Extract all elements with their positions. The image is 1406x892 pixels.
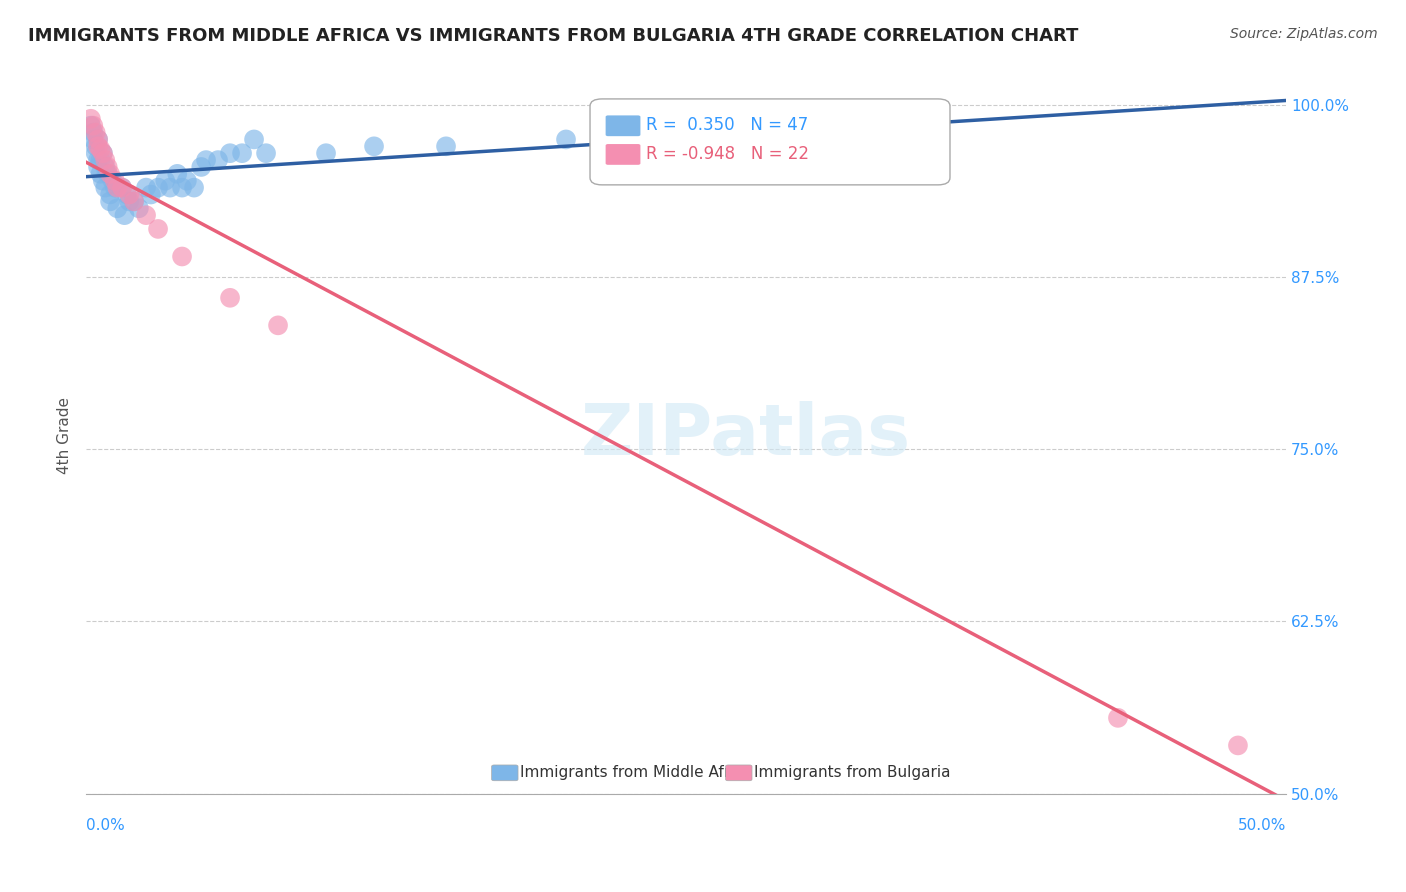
- Point: [118, 187, 141, 202]
- Point: [80, 119, 103, 133]
- Point: [315, 146, 337, 161]
- Text: Immigrants from Middle Africa: Immigrants from Middle Africa: [520, 765, 752, 780]
- Point: [82, 119, 104, 133]
- Point: [94, 153, 117, 167]
- Point: [243, 132, 266, 146]
- Point: [128, 201, 150, 215]
- Point: [135, 180, 157, 194]
- Point: [87, 139, 110, 153]
- FancyBboxPatch shape: [725, 765, 752, 780]
- FancyBboxPatch shape: [606, 115, 640, 136]
- Point: [555, 132, 578, 146]
- Y-axis label: 4th Grade: 4th Grade: [58, 397, 72, 474]
- Point: [82, 126, 104, 140]
- Point: [183, 180, 205, 194]
- Point: [146, 180, 169, 194]
- Point: [434, 139, 457, 153]
- Point: [87, 153, 110, 167]
- Text: R = -0.948   N = 22: R = -0.948 N = 22: [647, 145, 810, 163]
- Point: [101, 174, 124, 188]
- Text: 0.0%: 0.0%: [86, 819, 125, 833]
- Point: [104, 180, 127, 194]
- Point: [84, 126, 107, 140]
- Text: Immigrants from Bulgaria: Immigrants from Bulgaria: [755, 765, 950, 780]
- Point: [122, 194, 145, 209]
- Point: [111, 180, 134, 194]
- Point: [105, 201, 128, 215]
- Point: [89, 153, 111, 167]
- Point: [146, 222, 169, 236]
- Point: [231, 146, 253, 161]
- Point: [254, 146, 277, 161]
- Text: ZIPatlas: ZIPatlas: [581, 401, 911, 470]
- Point: [84, 146, 107, 161]
- Point: [1107, 711, 1129, 725]
- Point: [170, 180, 193, 194]
- Point: [98, 167, 121, 181]
- Point: [91, 146, 114, 161]
- Point: [80, 112, 103, 126]
- Point: [115, 187, 138, 202]
- Point: [118, 194, 141, 209]
- Point: [155, 174, 177, 188]
- Point: [97, 167, 120, 181]
- Point: [267, 318, 290, 333]
- Point: [723, 139, 745, 153]
- Point: [114, 208, 136, 222]
- Point: [98, 194, 121, 209]
- Point: [207, 153, 229, 167]
- Point: [1226, 739, 1249, 753]
- Point: [170, 250, 193, 264]
- Point: [87, 160, 110, 174]
- Point: [98, 187, 121, 202]
- Point: [195, 153, 218, 167]
- Point: [91, 174, 114, 188]
- Point: [219, 291, 242, 305]
- FancyBboxPatch shape: [606, 144, 640, 165]
- Point: [97, 160, 120, 174]
- Point: [139, 187, 162, 202]
- Point: [91, 146, 114, 161]
- Point: [87, 132, 110, 146]
- Point: [219, 146, 242, 161]
- Point: [122, 194, 145, 209]
- Point: [159, 180, 181, 194]
- Point: [89, 142, 111, 156]
- Text: 50.0%: 50.0%: [1237, 819, 1286, 833]
- Point: [176, 174, 198, 188]
- FancyBboxPatch shape: [492, 765, 517, 780]
- Text: R =  0.350   N = 47: R = 0.350 N = 47: [647, 117, 808, 135]
- Point: [190, 160, 212, 174]
- Text: Source: ZipAtlas.com: Source: ZipAtlas.com: [1230, 27, 1378, 41]
- Point: [104, 174, 127, 188]
- FancyBboxPatch shape: [591, 99, 950, 185]
- Point: [87, 132, 110, 146]
- Point: [94, 180, 117, 194]
- Point: [111, 180, 134, 194]
- Point: [82, 132, 104, 146]
- Point: [135, 208, 157, 222]
- Point: [363, 139, 385, 153]
- Point: [105, 180, 128, 194]
- Point: [89, 167, 111, 181]
- Point: [94, 160, 117, 174]
- Point: [84, 139, 107, 153]
- Text: IMMIGRANTS FROM MIDDLE AFRICA VS IMMIGRANTS FROM BULGARIA 4TH GRADE CORRELATION : IMMIGRANTS FROM MIDDLE AFRICA VS IMMIGRA…: [28, 27, 1078, 45]
- Point: [166, 167, 188, 181]
